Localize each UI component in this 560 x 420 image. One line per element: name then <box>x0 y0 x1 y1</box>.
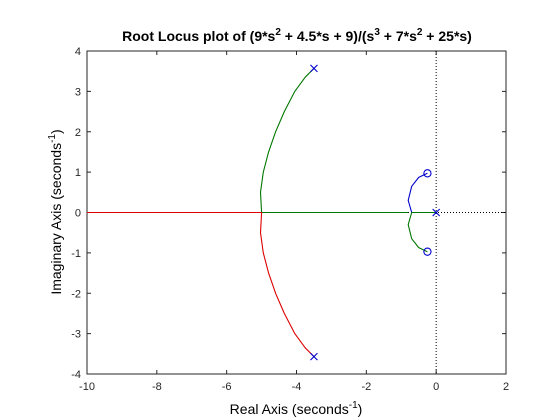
pole-marker <box>432 208 441 217</box>
y-tick-label: 0 <box>75 208 81 220</box>
zero-marker <box>423 247 432 256</box>
y-tick-label: -1 <box>71 248 81 260</box>
locus-branch-2 <box>407 211 437 253</box>
y-tick-label: -2 <box>71 288 81 300</box>
y-axis-label: Imaginary Axis (seconds-1) <box>47 129 64 294</box>
y-tick-label: -4 <box>71 369 81 381</box>
x-tick-label: -8 <box>152 381 162 393</box>
x-tick-label: -6 <box>222 381 232 393</box>
x-axis-label: Real Axis (seconds-1) <box>230 400 363 417</box>
chart-title: Root Locus plot of (9*s2 + 4.5*s + 9)/(s… <box>122 27 472 44</box>
x-tick-label: -4 <box>292 381 302 393</box>
locus-branch-3 <box>259 68 409 214</box>
y-tick-label: 4 <box>75 46 81 58</box>
pole-marker <box>310 64 318 73</box>
x-tick-label: 2 <box>503 381 509 393</box>
x-tick-label: -10 <box>79 381 95 393</box>
y-tick-label: 1 <box>75 167 81 179</box>
x-tick-label: 0 <box>433 381 439 393</box>
pole-marker <box>310 352 318 361</box>
y-tick-label: -3 <box>71 329 81 341</box>
locus-branch-4 <box>87 211 315 357</box>
y-tick-label: 2 <box>75 127 81 139</box>
locus-branches <box>87 68 437 357</box>
x-tick-label: -2 <box>361 381 371 393</box>
y-tick-label: 3 <box>75 86 81 98</box>
zero-marker <box>423 169 432 178</box>
pole-zero-markers <box>310 64 441 361</box>
